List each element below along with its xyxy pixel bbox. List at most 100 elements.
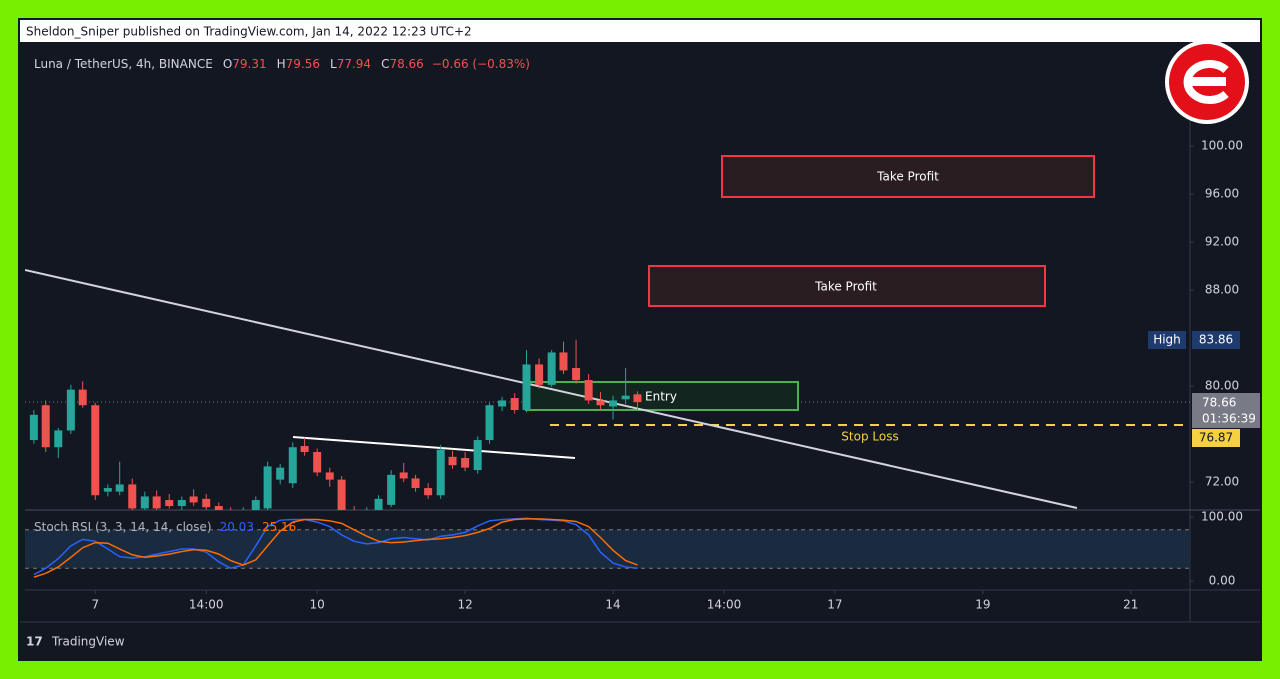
candle-body <box>621 395 630 400</box>
candle-body <box>559 352 568 371</box>
candle-body <box>584 380 593 401</box>
candle-body <box>535 364 544 385</box>
y-tick-label: 92.00 <box>1205 235 1239 249</box>
legend-value: 25.16 <box>262 520 296 534</box>
symbol-legend: Luna / TetherUS, 4h, BINANCE O79.31 H79.56… <box>34 57 530 71</box>
candle-body <box>115 484 124 492</box>
candle-body <box>461 458 470 468</box>
ohlc-value: 77.94 <box>337 57 371 71</box>
entry-box <box>525 381 799 411</box>
candle-body <box>596 400 605 406</box>
svg-text:17: 17 <box>26 635 43 649</box>
price-badge <box>1192 429 1240 447</box>
candle-body <box>66 389 75 431</box>
candle-body <box>177 500 186 507</box>
y-tick-label: 80.00 <box>1205 379 1239 393</box>
candle-body <box>251 500 260 510</box>
candle-body <box>374 498 383 510</box>
candle-body <box>41 405 50 448</box>
candle-body <box>633 394 642 403</box>
candle-body <box>498 400 507 407</box>
symbol: Luna / TetherUS, 4h, BINANCE <box>34 57 213 71</box>
trend-line <box>292 436 576 459</box>
take-profit-box <box>721 155 1095 198</box>
candle-body <box>325 472 334 480</box>
x-tick-label: 14:00 <box>189 598 224 612</box>
y-tick-label: 0.00 <box>1209 574 1236 588</box>
annotation: Take Profit <box>814 280 877 294</box>
candle-body <box>189 496 198 503</box>
ohlc-key: H <box>277 57 286 71</box>
price-badge-value: 76.87 <box>1199 431 1233 445</box>
candle-body <box>78 389 87 406</box>
candle-body <box>522 364 531 411</box>
candle-body <box>313 452 322 473</box>
brand-logo: 17 <box>26 635 43 649</box>
candle-body <box>399 472 408 479</box>
candle-body <box>29 414 38 441</box>
annotation: Stop Loss <box>841 430 898 444</box>
candle-body <box>214 506 223 510</box>
candle-body <box>152 496 161 509</box>
take-profit-box <box>648 265 1046 307</box>
price-badge <box>1192 331 1240 349</box>
annotation: Take Profit <box>876 170 939 184</box>
ohlc-value: 79.31 <box>232 57 266 71</box>
x-tick-label: 14:00 <box>707 598 742 612</box>
candle-body <box>609 400 618 407</box>
header-bar <box>20 20 1260 42</box>
candle-body <box>263 466 272 509</box>
candle-body <box>448 456 457 466</box>
ohlc-key: L <box>330 57 337 71</box>
candle-body <box>140 496 149 509</box>
price-badge-value: 78.66 <box>1202 396 1236 410</box>
candle-body <box>572 368 581 381</box>
x-tick-label: 10 <box>310 598 325 612</box>
band-fill <box>25 529 1190 569</box>
candle-body <box>387 474 396 505</box>
ohlc-key: C <box>381 57 389 71</box>
candle-body <box>103 488 112 492</box>
x-tick-label: 21 <box>1123 598 1138 612</box>
drawings <box>25 155 1190 509</box>
candle-body <box>337 479 346 510</box>
candle-body <box>424 488 433 496</box>
change: −0.66 (−0.83%) <box>432 57 530 71</box>
x-tick-label: 7 <box>91 598 99 612</box>
publisher: Sheldon_Sniper published on TradingView.… <box>26 25 472 39</box>
candle-body <box>128 484 137 509</box>
candle-body <box>54 430 63 448</box>
candle-body <box>473 440 482 471</box>
price-badge <box>1192 393 1260 428</box>
candle-body <box>91 405 100 496</box>
logo <box>1165 40 1249 124</box>
y-tick-label: 100.00 <box>1201 139 1243 153</box>
candle-body <box>510 398 519 411</box>
x-tick-label: 14 <box>605 598 620 612</box>
indicator-line <box>33 518 638 578</box>
candle-body <box>202 498 211 508</box>
price-badge-name: High <box>1153 333 1181 347</box>
ohlc-key: O <box>223 57 232 71</box>
y-tick-label: 88.00 <box>1205 283 1239 297</box>
y-tick-label: 96.00 <box>1205 187 1239 201</box>
candle-body <box>276 467 285 480</box>
ohlc-value: 78.66 <box>389 57 423 71</box>
y-tick-label: 72.00 <box>1205 475 1239 489</box>
price-badge-value: 83.86 <box>1199 333 1233 347</box>
candle-body <box>436 449 445 496</box>
y-tick-label: 100.00 <box>1201 509 1243 523</box>
indicator-legend: Stoch RSI (3, 3, 14, 14, close) 20.03 25.1… <box>34 520 296 534</box>
indicator-title: Stoch RSI (3, 3, 14, 14, close) <box>34 520 212 534</box>
x-tick-label: 19 <box>975 598 990 612</box>
countdown: 01:36:39 <box>1202 412 1256 426</box>
ohlc-value: 79.56 <box>286 57 320 71</box>
candles <box>29 339 642 510</box>
stoch-rsi <box>25 517 1190 578</box>
annotations: Take Profit Take Profit Entry Stop Loss <box>645 170 939 444</box>
candle-body <box>288 447 297 484</box>
x-tick-label: 12 <box>457 598 472 612</box>
candle-body <box>485 405 494 441</box>
candle-body <box>411 478 420 489</box>
